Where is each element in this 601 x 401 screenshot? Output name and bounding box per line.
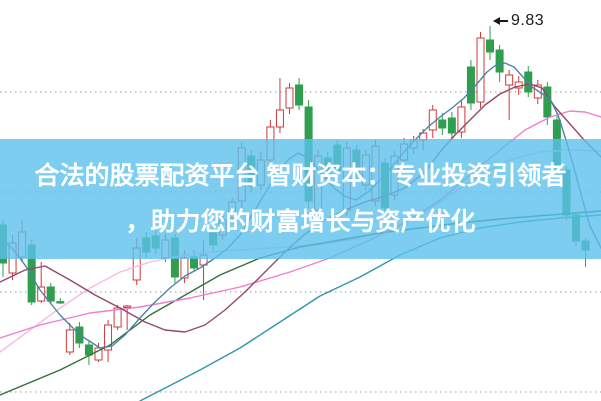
candle-body <box>104 324 113 351</box>
candle-body <box>505 74 514 86</box>
peak-price-text: 9.83 <box>511 12 545 29</box>
banner-line-2: ，助力您的财富增长与资产优化 <box>125 208 476 236</box>
candle-body <box>94 347 103 361</box>
candle-body <box>275 109 284 128</box>
candle-body <box>495 49 504 73</box>
candle-body <box>457 106 466 133</box>
candle-body <box>476 37 485 103</box>
candle-body <box>428 109 437 131</box>
candle-body <box>65 329 74 353</box>
candle-body <box>438 119 447 129</box>
left-arrow-icon <box>493 17 508 25</box>
candle-body <box>295 84 304 106</box>
candle-body <box>285 87 294 109</box>
candle-body <box>486 39 495 53</box>
banner-line-1: 合法的股票配资平台 智财资本：专业投资引领者 <box>34 162 567 190</box>
candle-body <box>447 117 456 134</box>
candle-body <box>84 344 93 356</box>
candle-body <box>113 307 122 328</box>
candle-body <box>46 286 55 302</box>
candle-body <box>37 286 46 302</box>
overlay-banner: 合法的股票配资平台 智财资本：专业投资引领者 ，助力您的财富增长与资产优化 <box>0 139 601 259</box>
candle-body <box>123 305 132 308</box>
candle-body <box>56 301 65 304</box>
price-peak-label: 9.83 <box>493 12 545 30</box>
candle-body <box>466 66 475 104</box>
